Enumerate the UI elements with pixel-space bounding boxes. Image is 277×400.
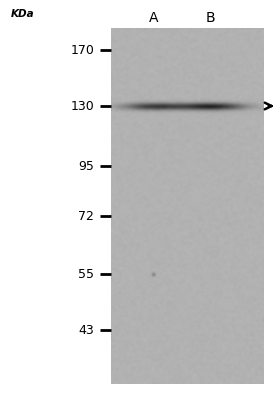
Text: 130: 130 bbox=[70, 100, 94, 112]
Text: KDa: KDa bbox=[10, 9, 34, 19]
Text: 95: 95 bbox=[78, 160, 94, 172]
Text: 72: 72 bbox=[78, 210, 94, 222]
Text: B: B bbox=[206, 11, 215, 25]
Text: 55: 55 bbox=[78, 268, 94, 280]
Text: 43: 43 bbox=[78, 324, 94, 336]
Text: 170: 170 bbox=[70, 44, 94, 56]
Text: A: A bbox=[149, 11, 158, 25]
